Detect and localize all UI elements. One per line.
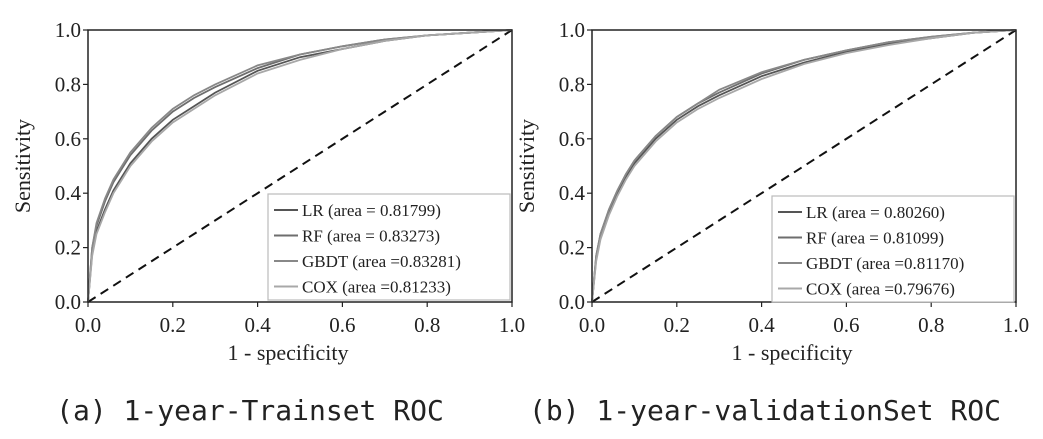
- y-axis-label: Sensitivity: [514, 119, 539, 213]
- legend: LR (area = 0.80260) RF (area = 0.81099) GB…: [771, 195, 1015, 303]
- y-tick-label: 0.2: [55, 236, 81, 260]
- x-tick-label: 0.2: [160, 313, 186, 337]
- x-tick-label: 0.8: [918, 313, 944, 337]
- x-tick-label: 0.0: [75, 313, 101, 337]
- roc-curve-cox: [591, 29, 1017, 303]
- panel-caption: (a) 1-year-Trainset ROC: [56, 394, 444, 427]
- legend-entry: GBDT (area =0.81170): [806, 254, 964, 273]
- x-tick-label: 1.0: [1003, 313, 1029, 337]
- plot-frame: [87, 29, 513, 303]
- x-tick-label: 1.0: [499, 313, 525, 337]
- diagonal-reference-line: [591, 29, 1017, 303]
- x-tick-label: 0.4: [748, 313, 775, 337]
- legend: LR (area = 0.81799) RF (area = 0.83273) GB…: [267, 193, 511, 301]
- roc-panel-a: 0.0 0.2 0.4 0.6 0.8 1.0 0.0 0.2 0.4 0.6 0.8 1.0 1 - …: [10, 18, 525, 427]
- legend-box: [267, 193, 511, 301]
- y-tick-label: 1.0: [559, 18, 585, 42]
- y-tick-label: 0.6: [55, 127, 81, 151]
- panel-caption: (b) 1-year-validationSet ROC: [529, 394, 1001, 427]
- x-tick-label: 0.0: [579, 313, 605, 337]
- legend-entry: RF (area = 0.81099): [806, 229, 944, 248]
- roc-panel-b: 0.0 0.2 0.4 0.6 0.8 1.0 0.0 0.2 0.4 0.6 0.8 1.0 1 - …: [514, 18, 1029, 427]
- x-tick-label: 0.6: [329, 313, 355, 337]
- y-tick-label: 0.4: [559, 181, 586, 205]
- legend-entry: COX (area =0.81233): [302, 278, 451, 297]
- y-tick-label: 0.6: [559, 127, 585, 151]
- y-tick-label: 0.0: [559, 290, 585, 314]
- x-tick-label: 0.4: [244, 313, 271, 337]
- y-tick-label: 0.4: [55, 181, 82, 205]
- x-tick-label: 0.2: [664, 313, 690, 337]
- roc-curve-gbdt: [87, 29, 513, 303]
- x-axis-label: 1 - specificity: [228, 340, 349, 365]
- y-tick-label: 0.8: [55, 72, 81, 96]
- x-tick-label: 0.6: [833, 313, 859, 337]
- x-tick-label: 0.8: [414, 313, 440, 337]
- diagonal-reference-line: [87, 29, 513, 303]
- y-tick-label: 0.8: [559, 72, 585, 96]
- y-tick-label: 0.2: [559, 236, 585, 260]
- legend-entry: LR (area = 0.81799): [302, 201, 441, 220]
- roc-curve-cox: [87, 29, 513, 303]
- y-tick-label: 0.0: [55, 290, 81, 314]
- y-axis-label: Sensitivity: [10, 119, 35, 213]
- y-tick-label: 1.0: [55, 18, 81, 42]
- legend-entry: COX (area =0.79676): [806, 280, 955, 299]
- legend-box: [771, 195, 1015, 303]
- legend-entry: LR (area = 0.80260): [806, 203, 945, 222]
- legend-entry: RF (area = 0.83273): [302, 227, 440, 246]
- legend-entry: GBDT (area =0.83281): [302, 252, 461, 271]
- roc-curve-gbdt: [591, 29, 1017, 303]
- x-axis-label: 1 - specificity: [732, 340, 853, 365]
